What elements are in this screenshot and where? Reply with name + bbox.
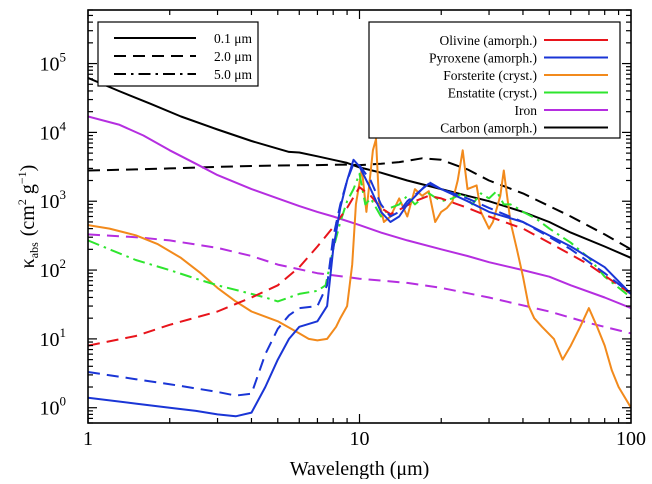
- y-tick-label-base: 10: [40, 54, 60, 76]
- y-tick-label: 102: [40, 256, 67, 282]
- y-tick-label-base: 10: [40, 122, 60, 144]
- y-tick-label-exponent: 0: [60, 394, 67, 409]
- y-tick-label: 104: [40, 118, 67, 144]
- y-tick-label: 100: [40, 394, 67, 420]
- y-axis-label-unit-close: ): [17, 165, 39, 172]
- series-line-forsterite-cryst-0-1-m: [88, 138, 631, 409]
- size-legend-label: 0.1 μm: [214, 31, 252, 46]
- y-axis-label-subscript: abs: [27, 242, 41, 258]
- y-axis-label-symbol: κ: [17, 258, 39, 268]
- material-legend-label: Pyroxene (amorph.): [429, 51, 537, 66]
- series-line-iron-0-1-m: [88, 115, 631, 310]
- x-axis-label: Wavelength (μm): [290, 458, 430, 479]
- series-line-carbon-amorph-0-1-m: [88, 76, 631, 259]
- y-tick-label-exponent: 2: [60, 256, 67, 271]
- material-legend-label: Forsterite (cryst.): [443, 68, 537, 83]
- y-tick-label-exponent: 3: [60, 187, 67, 202]
- series-line-olivine-amorph-2-0-m: [88, 186, 631, 347]
- y-tick-label-base: 10: [40, 329, 60, 351]
- y-tick-label-exponent: 1: [60, 325, 67, 340]
- y-tick-label-base: 10: [40, 191, 60, 213]
- x-tick-label: 10: [350, 428, 370, 450]
- size-legend: 0.1 μm 2.0 μm 5.0 μm: [97, 21, 259, 87]
- y-tick-label: 105: [40, 50, 67, 76]
- material-legend: Olivine (amorph.) Pyroxene (amorph.) Forst…: [368, 21, 621, 139]
- series-line-iron-2-0-m: [88, 233, 631, 335]
- y-tick-label-exponent: 5: [60, 50, 67, 65]
- ticks-layer: [87, 9, 631, 424]
- material-legend-label: Enstatite (cryst.): [448, 86, 537, 101]
- size-legend-label: 5.0 μm: [214, 67, 252, 82]
- x-tick-label: 1: [83, 428, 93, 450]
- y-tick-label-base: 10: [40, 260, 60, 282]
- y-tick-label-exponent: 4: [60, 118, 67, 133]
- series-layer: [88, 76, 631, 418]
- series-line-enstatite-cryst-0-1-m: [88, 172, 631, 303]
- series-line-pyroxene-amorph-2-0-m: [88, 162, 631, 397]
- y-axis-label: κabs (cm2 g−1): [15, 165, 41, 269]
- y-axis-label-unit-open: (cm: [17, 205, 39, 237]
- y-tick-label: 101: [40, 325, 67, 351]
- series-line-carbon-amorph-2-0-m: [88, 157, 631, 251]
- y-axis-label-exponent-1: 2: [15, 199, 29, 205]
- y-tick-label: 103: [40, 187, 67, 213]
- y-axis-label-exponent-2: −1: [15, 171, 29, 184]
- series-line-pyroxene-amorph-0-1-m: [88, 158, 631, 418]
- x-tick-label: 100: [616, 428, 646, 450]
- y-axis-label-unit-mid: g: [17, 184, 39, 199]
- material-legend-label: Olivine (amorph.): [440, 33, 537, 48]
- size-legend-label: 2.0 μm: [214, 49, 252, 64]
- size-legend-box: [97, 21, 259, 87]
- material-legend-box: [368, 21, 621, 139]
- material-legend-label: Iron: [515, 103, 538, 118]
- material-legend-label: Carbon (amorph.): [440, 121, 537, 136]
- y-tick-label-base: 10: [40, 398, 60, 420]
